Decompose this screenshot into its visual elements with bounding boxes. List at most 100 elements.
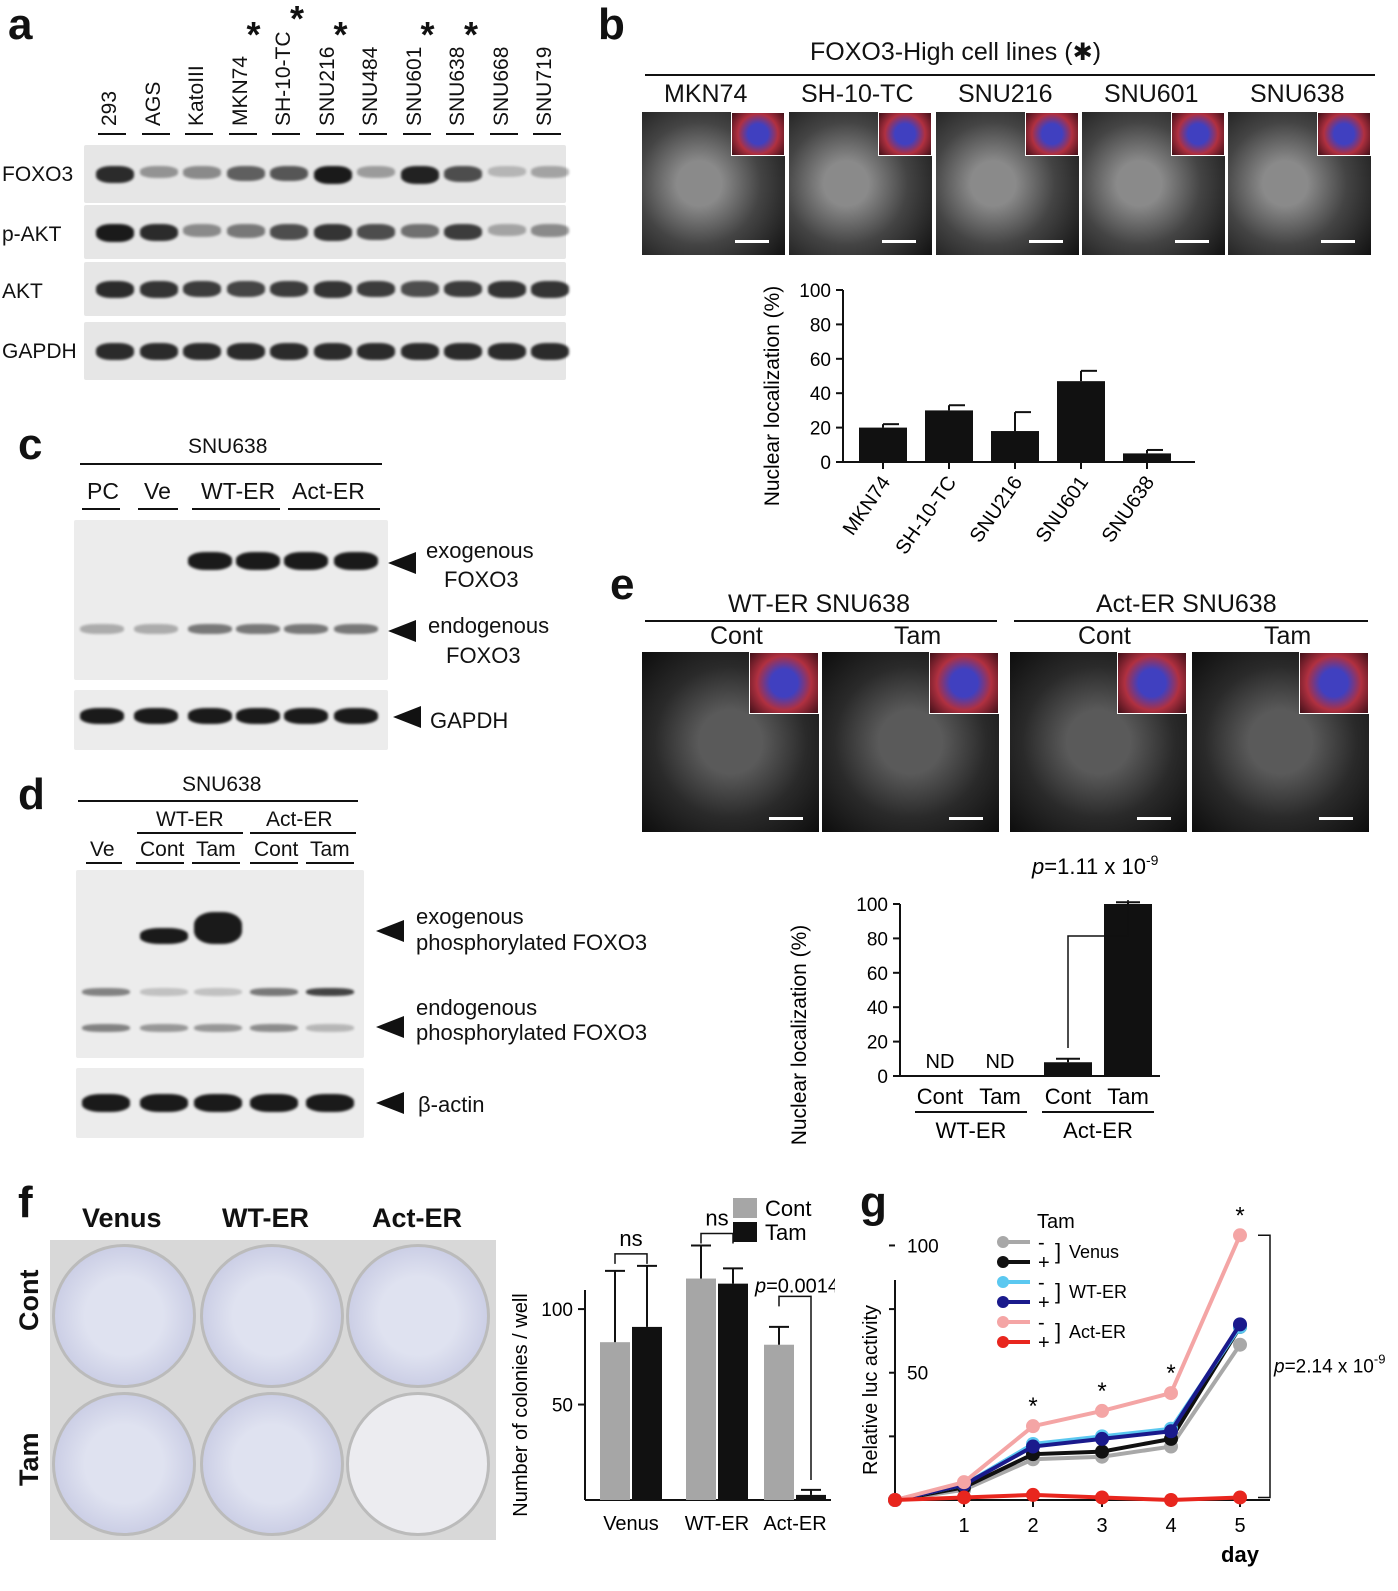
panel-e-group-Act-ER: Act-ER SNU638 <box>1096 590 1277 618</box>
lane-tick <box>272 133 300 135</box>
blot-band <box>531 281 569 298</box>
exo-band <box>284 552 328 570</box>
micrograph-title-SNU216: SNU216 <box>958 80 1053 108</box>
micrograph-inset <box>1299 652 1369 714</box>
lane-label-AGS: AGS <box>141 81 165 126</box>
blot-band <box>183 281 221 298</box>
y-tick-label: 40 <box>810 384 831 405</box>
blot-band <box>313 166 352 184</box>
label-phosphorylated-foxo3: phosphorylated FOXO3 <box>416 1020 648 1045</box>
panel-g-line-chart: 50 100 1 2 3 4 5 day Relative luc activity * * * * p=… <box>860 1202 1385 1567</box>
blot-band <box>357 166 395 178</box>
p-value: =0.0014 <box>766 1275 835 1297</box>
endo-phos-band <box>250 1024 298 1032</box>
label-foxo3: FOXO3 <box>444 567 519 592</box>
panel-d-lane-Tam: Tam <box>196 838 236 861</box>
scale-bar <box>1137 817 1171 820</box>
significance-star: * <box>1235 1202 1244 1229</box>
data-point <box>957 1475 971 1490</box>
actin-band <box>306 1094 354 1112</box>
scale-bar <box>882 240 916 243</box>
exo-phos-band <box>140 928 188 944</box>
blot-band <box>226 224 265 238</box>
panel-b-header-close: ) <box>1092 38 1102 66</box>
lane-tick <box>489 133 518 135</box>
label-beta-actin: β-actin <box>418 1092 485 1117</box>
micrograph-MKN74 <box>642 112 785 255</box>
legend-title: Tam <box>1037 1211 1075 1233</box>
x-tick-label: Tam <box>1107 1084 1149 1109</box>
significance-star: * <box>1097 1378 1106 1405</box>
blot-band <box>531 343 569 361</box>
blot-band <box>96 224 134 242</box>
series-line-Act-ER-tam <box>894 1492 1241 1503</box>
bar-Venus-Tam <box>632 1326 662 1500</box>
blot-band <box>531 224 569 237</box>
gapdh-band <box>284 708 328 724</box>
significance-label: ns <box>619 1226 642 1251</box>
endo-phos-band <box>306 988 354 996</box>
series-line-Venus-cont <box>894 1343 1242 1502</box>
lane-tick <box>185 133 213 135</box>
panel-e-cond-Cont: Cont <box>710 622 763 650</box>
blot-band <box>400 343 439 361</box>
star-marker: * <box>420 14 435 55</box>
micrograph-e-Tam <box>822 652 999 832</box>
blot-band <box>226 166 265 181</box>
panel-d-lane-Cont: Cont <box>254 838 299 861</box>
bar-SNU638 <box>1123 453 1171 462</box>
legend-sign: + <box>1038 1292 1050 1314</box>
p-symbol: p <box>1273 1357 1285 1378</box>
p-value-annotation: p=2.14 x 10-9 <box>1273 1352 1385 1378</box>
x-tick-label: 3 <box>1096 1515 1107 1537</box>
p-value-annotation: p=1.11 x 10-9 <box>1031 852 1159 879</box>
star-marker: * <box>464 14 479 55</box>
lane-label-SH-10-TC: SH-10-TC <box>272 31 295 126</box>
blot-band <box>444 281 482 298</box>
x-tick-label: WT-ER <box>685 1513 749 1535</box>
blot-band <box>487 224 526 236</box>
lane-tick <box>141 133 170 135</box>
panel-c-group-rule <box>82 508 120 510</box>
gapdh-band <box>134 708 178 724</box>
panel-b-header-text: FOXO3-High cell lines ( <box>810 38 1073 66</box>
micrograph-SH-10-TC <box>789 112 932 255</box>
arrow-actin <box>376 1092 404 1114</box>
significance-bracket <box>1067 900 1129 1048</box>
blot-band <box>444 343 482 361</box>
actin-band <box>140 1094 188 1112</box>
micrograph-inset <box>929 652 999 714</box>
label-endogenous: endogenous <box>416 995 538 1020</box>
blot-band <box>487 343 526 361</box>
panel-label-e: e <box>610 560 635 609</box>
colony-plate <box>52 1392 196 1536</box>
x-tick-label: Venus <box>603 1513 659 1535</box>
scale-bar <box>1319 817 1353 820</box>
blot-band <box>531 166 569 178</box>
exo-band <box>334 552 378 570</box>
plate-row-Cont: Cont <box>14 1269 44 1331</box>
lane-label-MKN74: MKN74 <box>228 55 252 126</box>
y-tick-label: 20 <box>867 1033 888 1054</box>
y-tick-label: 80 <box>810 315 831 336</box>
lane-tick <box>359 133 387 135</box>
exo-band <box>236 552 280 570</box>
panel-e-cond-Cont: Cont <box>1078 622 1131 650</box>
data-point <box>1164 1386 1178 1401</box>
data-point <box>1233 1228 1247 1243</box>
bar-Cont <box>1044 1062 1092 1076</box>
x-tick-label: MKN74 <box>839 472 895 539</box>
legend-sign: - <box>1038 1232 1045 1254</box>
y-tick-label: 100 <box>541 1300 573 1321</box>
y-tick-label: 60 <box>810 350 831 371</box>
micrograph-e-Cont <box>1010 652 1187 832</box>
star-marker: * <box>246 14 261 55</box>
scale-bar <box>735 240 769 243</box>
blot-band <box>183 343 221 361</box>
data-point <box>1095 1403 1109 1418</box>
series-line-WT-ER-tam <box>894 1323 1242 1502</box>
panel-c-group-rule <box>192 508 280 510</box>
p-value: =2.14 x 10 <box>1285 1357 1374 1378</box>
blot-band <box>139 281 178 298</box>
x-tick-label: Cont <box>917 1084 963 1109</box>
